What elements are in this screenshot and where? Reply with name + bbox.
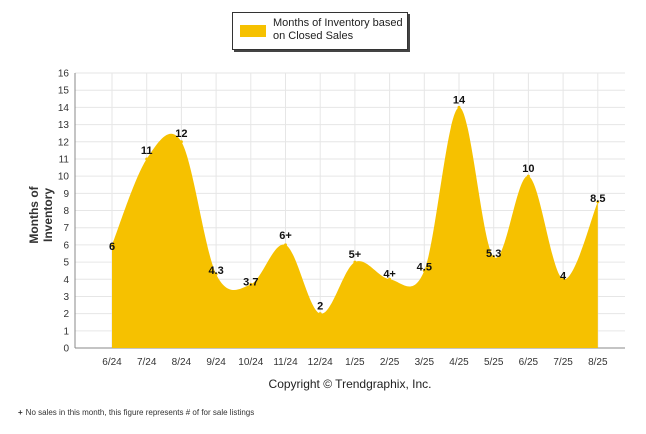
x-tick-label: 10/24 — [238, 357, 263, 368]
x-tick-label: 8/24 — [172, 357, 192, 368]
data-label: 6 — [109, 241, 115, 253]
data-label: 5.3 — [486, 248, 501, 260]
legend-label-line1: Months of Inventory based — [273, 17, 403, 29]
y-tick-label: 1 — [63, 326, 69, 337]
data-point — [422, 269, 426, 273]
footnote-mark: + — [18, 408, 23, 417]
data-label: 6+ — [279, 230, 292, 242]
data-label: 11 — [141, 145, 153, 157]
legend-label: Months of Inventory based on Closed Sale… — [273, 17, 405, 43]
y-tick-label: 11 — [59, 154, 70, 165]
y-tick-label: 5 — [63, 258, 69, 269]
y-axis-label: Months of Inventory — [27, 186, 55, 244]
footnote: + No sales in this month, this figure rep… — [18, 408, 418, 417]
data-point — [388, 277, 392, 281]
x-tick-label: 1/25 — [345, 357, 365, 368]
data-label: 4.5 — [417, 262, 432, 274]
data-label: 14 — [453, 94, 466, 106]
y-tick-label: 4 — [63, 275, 69, 286]
x-tick-label: 7/25 — [553, 357, 573, 368]
data-point — [353, 260, 357, 264]
footnote-text: No sales in this month, this figure repr… — [25, 408, 255, 417]
y-tick-label: 6 — [63, 240, 69, 251]
y-tick-label: 7 — [63, 223, 69, 234]
x-tick-label: 12/24 — [308, 357, 333, 368]
y-tick-label: 9 — [63, 189, 69, 200]
data-label: 5+ — [349, 249, 362, 261]
y-tick-label: 0 — [63, 344, 69, 355]
x-tick-label: 4/25 — [449, 357, 469, 368]
x-tick-label: 3/25 — [415, 357, 435, 368]
x-tick-label: 5/25 — [484, 357, 504, 368]
x-tick-label: 6/24 — [102, 357, 122, 368]
data-point — [110, 243, 114, 247]
data-point — [318, 312, 322, 316]
y-tick-label: 8 — [63, 206, 69, 217]
data-labels: 6 11 12 4.3 3.7 6+ 2 5+ 4+ 4.5 14 5.3 10 4 8.5 — [109, 94, 606, 312]
y-tick-label: 15 — [58, 86, 70, 97]
legend: Months of Inventory based on Closed Sale… — [232, 12, 408, 50]
copyright-text: Copyright © Trendgraphix, Inc. — [268, 377, 432, 391]
x-tick-label: 7/24 — [137, 357, 157, 368]
y-tick-label: 12 — [58, 137, 70, 148]
data-point — [492, 255, 496, 259]
data-label: 8.5 — [590, 193, 605, 205]
x-tick-label: 6/25 — [519, 357, 539, 368]
y-tick-label: 14 — [58, 103, 70, 114]
y-tick-label: 3 — [63, 292, 69, 303]
area-series — [110, 105, 600, 348]
data-label: 12 — [175, 128, 187, 140]
data-label: 4.3 — [208, 265, 223, 277]
y-tick-label: 2 — [63, 309, 69, 320]
data-point — [561, 277, 565, 281]
data-point — [457, 105, 461, 109]
y-tick-label: 10 — [58, 172, 70, 183]
legend-swatch — [240, 25, 266, 37]
data-label: 4 — [560, 270, 567, 282]
data-label: 10 — [522, 163, 534, 175]
y-tick-label: 16 — [58, 69, 70, 80]
data-point — [284, 243, 287, 247]
data-point — [145, 157, 149, 161]
x-tick-label: 9/24 — [206, 357, 226, 368]
area-fill — [112, 107, 598, 348]
y-tick-label: 13 — [58, 120, 70, 131]
x-tick-label: 2/25 — [380, 357, 400, 368]
data-point — [214, 272, 218, 276]
data-point — [179, 140, 183, 144]
data-label: 2 — [317, 301, 323, 313]
data-point — [596, 200, 600, 204]
data-label: 4+ — [383, 268, 396, 280]
data-point — [249, 282, 253, 286]
x-tick-label: 11/24 — [273, 357, 298, 368]
data-point — [526, 174, 530, 178]
legend-label-line2: on Closed Sales — [273, 30, 354, 42]
x-tick-label: 8/25 — [588, 357, 608, 368]
data-label: 3.7 — [243, 276, 258, 288]
